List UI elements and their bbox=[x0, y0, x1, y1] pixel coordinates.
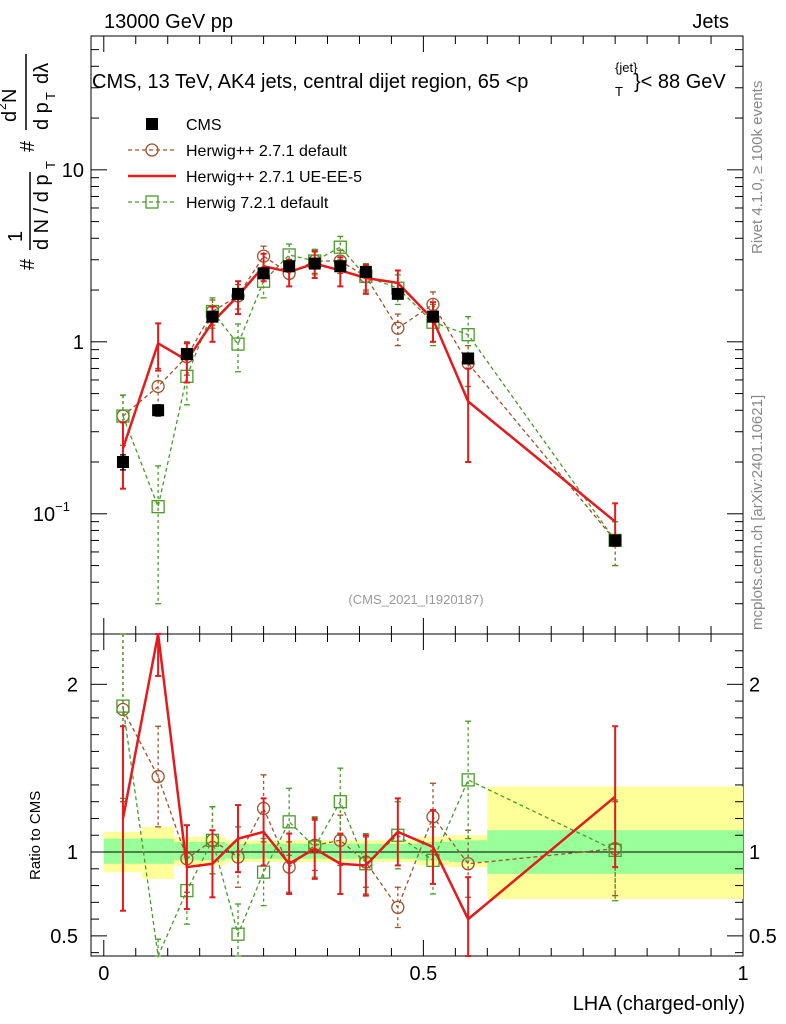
main-series-layer bbox=[116, 235, 622, 605]
series-line bbox=[121, 633, 616, 922]
data-point bbox=[308, 257, 321, 270]
data-point bbox=[151, 500, 165, 514]
y-title-d: d bbox=[0, 111, 21, 122]
plot-title-tail: }< 88 GeV bbox=[634, 71, 726, 93]
y-title-dpt-sub: T bbox=[43, 92, 58, 100]
y-title-denominator-sub: T bbox=[43, 161, 58, 169]
data-point bbox=[231, 927, 245, 941]
x-axis-title: LHA (charged-only) bbox=[573, 993, 745, 1015]
data-point bbox=[391, 900, 405, 915]
ratio-y-tick-label-left: 1 bbox=[67, 842, 78, 864]
legend-marker bbox=[145, 195, 159, 209]
ratio-y-ticks: 2 2 1 1 0.5 0.5 bbox=[50, 650, 777, 954]
ratio-series-layer bbox=[116, 633, 622, 959]
data-point bbox=[333, 795, 347, 809]
main-cms bbox=[116, 257, 622, 547]
data-point bbox=[257, 267, 270, 280]
y-title-two: 2 bbox=[0, 103, 9, 110]
ratio-y-tick-label-right: 0.5 bbox=[749, 926, 777, 948]
y-title-dlambda: dλ bbox=[31, 63, 53, 84]
ratio-y-tick-label-left: 0.5 bbox=[50, 926, 78, 948]
y-title-hash2: # bbox=[17, 140, 39, 152]
legend-label: Herwig 7.2.1 default bbox=[186, 195, 329, 212]
data-point bbox=[206, 310, 219, 323]
data-point bbox=[152, 404, 165, 417]
plot-title-sup: {jet} bbox=[615, 60, 638, 75]
ratio-y-title: Ratio to CMS bbox=[27, 791, 44, 880]
y-title-N: N bbox=[0, 89, 21, 103]
legend: CMS Herwig++ 2.7.1 default Herwig++ 2.7.1 … bbox=[128, 117, 362, 212]
data-point bbox=[333, 240, 347, 254]
data-point bbox=[180, 347, 193, 360]
energy-label: 13000 GeV pp bbox=[104, 11, 233, 33]
data-point bbox=[391, 287, 404, 300]
data-point bbox=[461, 773, 475, 787]
data-point bbox=[282, 815, 296, 829]
analysis-watermark: (CMS_2021_I1920187) bbox=[348, 592, 483, 607]
data-point bbox=[283, 260, 296, 273]
data-point bbox=[151, 769, 165, 784]
legend-label: Herwig++ 2.7.1 UE-EE-5 bbox=[186, 169, 362, 186]
ratio-y-tick-label-left: 2 bbox=[67, 674, 78, 696]
x-tick-label: 0 bbox=[98, 963, 109, 985]
data-point bbox=[391, 321, 405, 335]
data-point bbox=[151, 379, 165, 394]
main-y-tick-label: 10 bbox=[62, 160, 84, 182]
legend-label: CMS bbox=[186, 117, 222, 134]
data-point bbox=[334, 260, 347, 273]
main-y-tick-exponent: −1 bbox=[55, 499, 70, 514]
y-title-denominator: d N / d p bbox=[31, 174, 53, 250]
ratio-y-tick-label-right: 1 bbox=[749, 842, 760, 864]
data-point bbox=[231, 337, 245, 351]
y-title-dpt: d p bbox=[31, 102, 53, 130]
plot-title-main: CMS, 13 TeV, AK4 jets, central dijet reg… bbox=[92, 71, 528, 93]
category-label: Jets bbox=[692, 11, 729, 33]
mcplots-label: mcplots.cern.ch [arXiv:2401.10621] bbox=[749, 395, 766, 630]
ratio-band-inner bbox=[142, 838, 175, 864]
ratio-y-tick-label-right: 2 bbox=[749, 674, 760, 696]
data-point bbox=[116, 456, 129, 469]
main-y-tick-label: 1 bbox=[73, 332, 84, 354]
x-tick-label: 1 bbox=[737, 963, 748, 985]
plot-title: CMS, 13 TeV, AK4 jets, central dijet reg… bbox=[92, 60, 726, 99]
main-y-tick-label: 10−1 bbox=[33, 499, 70, 526]
ratio-band-inner bbox=[385, 843, 417, 859]
main-herwig-7-2-1-default bbox=[116, 235, 622, 605]
series-line bbox=[122, 246, 616, 541]
main-y-tick-base: 10 bbox=[33, 504, 55, 526]
series-line bbox=[121, 262, 616, 523]
rivet-label: Rivet 4.1.0, ≥ 100k events bbox=[749, 81, 766, 254]
plot-title-sub: T bbox=[615, 84, 623, 99]
data-point bbox=[426, 310, 439, 323]
data-point bbox=[116, 699, 130, 713]
series-line bbox=[122, 255, 616, 541]
main-y-tick-base: 1 bbox=[73, 332, 84, 354]
data-point bbox=[232, 287, 245, 300]
data-point bbox=[359, 265, 372, 278]
legend-marker bbox=[145, 143, 159, 157]
x-tick-label: 0.5 bbox=[409, 963, 437, 985]
main-y-title: # 1 d N / d p T # d 2 N d p T dλ bbox=[0, 54, 58, 270]
data-point bbox=[462, 352, 475, 365]
data-point bbox=[461, 857, 475, 871]
y-title-one: 1 bbox=[5, 231, 27, 242]
data-point bbox=[461, 328, 475, 342]
legend-label: Herwig++ 2.7.1 default bbox=[186, 143, 348, 160]
x-ticks: 0 0.5 1 bbox=[98, 36, 749, 985]
ratio-herwig-2-7-1-ue-ee-5 bbox=[119, 633, 619, 957]
legend-marker bbox=[146, 118, 158, 130]
main-herwig-2-7-1-default bbox=[116, 245, 622, 567]
main-herwig-2-7-1-ue-ee-5 bbox=[119, 250, 619, 547]
main-y-tick-base: 10 bbox=[62, 160, 84, 182]
data-point bbox=[609, 534, 622, 547]
y-title-hash1: # bbox=[17, 258, 39, 270]
